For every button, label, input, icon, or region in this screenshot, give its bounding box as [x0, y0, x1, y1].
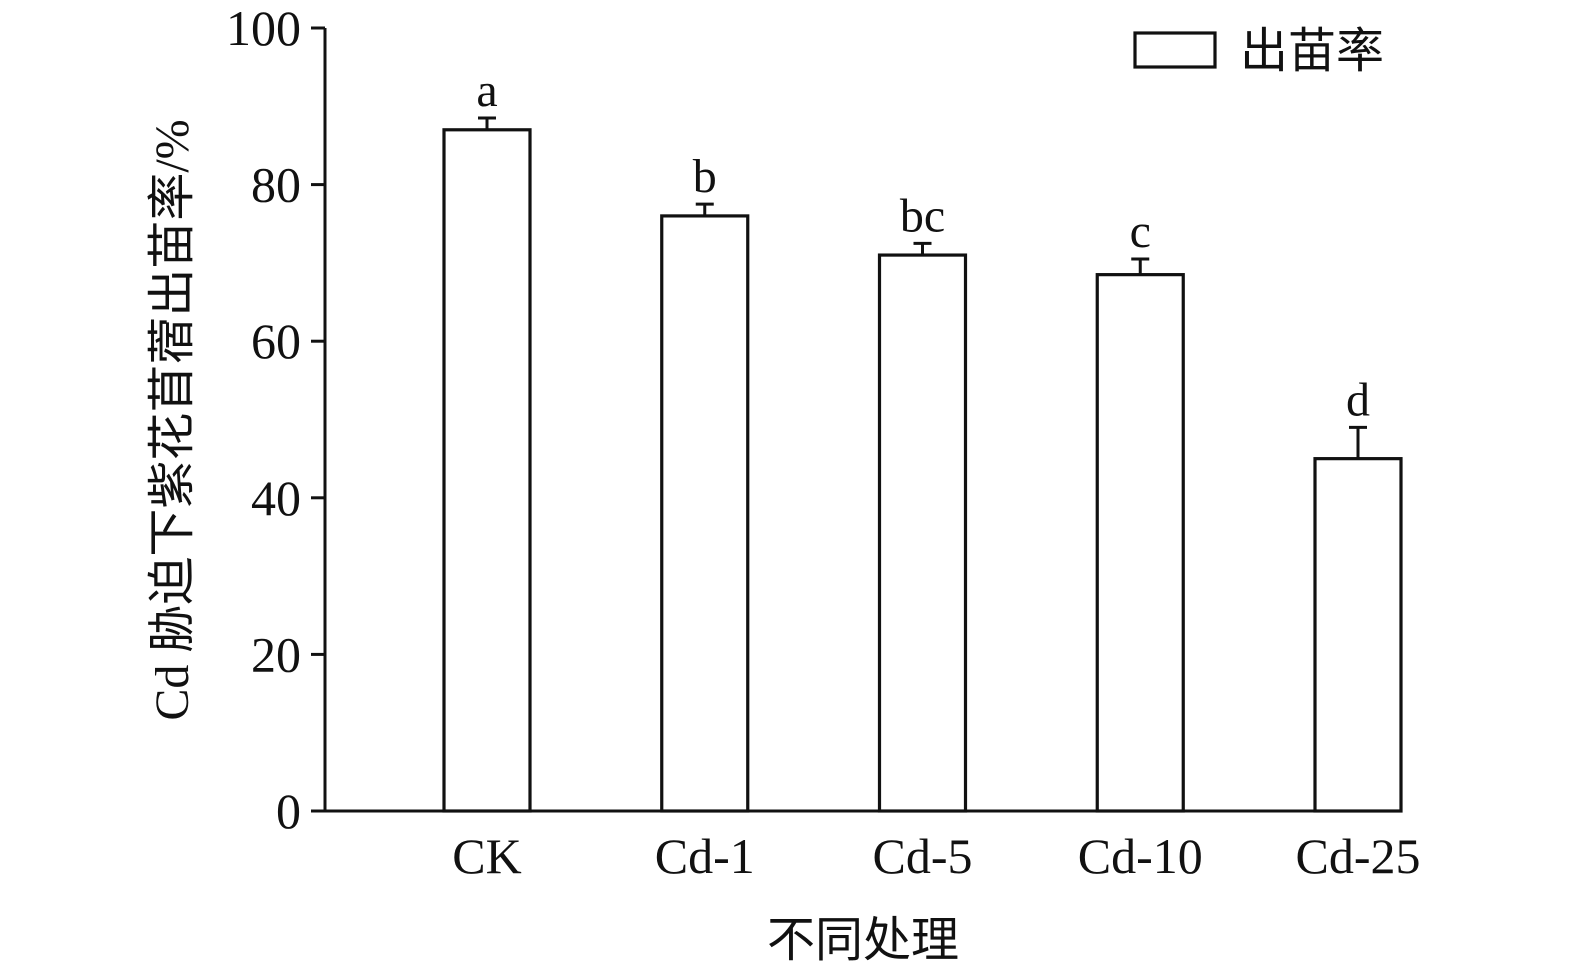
- bars: a b bc c d: [442, 64, 1403, 813]
- significance-label: bc: [900, 189, 945, 242]
- x-tick-label: Cd-5: [873, 828, 973, 884]
- y-tick-label: 20: [251, 626, 301, 682]
- legend: 出苗率: [1133, 25, 1384, 78]
- bar: [1313, 457, 1403, 813]
- legend-label: 出苗率: [1240, 25, 1384, 78]
- x-tick-labels: CK Cd-1 Cd-5 Cd-10 Cd-25: [452, 828, 1420, 884]
- y-tick-label: 40: [251, 470, 301, 526]
- significance-label: a: [476, 64, 497, 117]
- y-tick-label: 60: [251, 313, 301, 369]
- bar: [660, 214, 750, 813]
- y-ticks: 0 20 40 60 80 100: [226, 0, 325, 839]
- x-tick-label: Cd-1: [655, 828, 755, 884]
- y-tick-label: 80: [251, 157, 301, 213]
- x-tick-label: Cd-25: [1296, 828, 1421, 884]
- x-axis-title: 不同处理: [767, 914, 959, 967]
- x-tick-label: CK: [452, 828, 521, 884]
- significance-label: c: [1130, 205, 1151, 258]
- significance-label: d: [1346, 373, 1370, 426]
- bar: [877, 253, 968, 813]
- legend-swatch: [1133, 31, 1217, 69]
- x-tick-label: Cd-10: [1078, 828, 1203, 884]
- y-tick-label: 0: [276, 783, 301, 839]
- y-axis-title: Cd 胁迫下紫花苜蓿出苗率/%: [146, 119, 199, 720]
- y-tick-label: 100: [226, 0, 301, 56]
- bar: [1095, 273, 1185, 813]
- bar: [442, 128, 532, 813]
- significance-label: b: [693, 150, 717, 203]
